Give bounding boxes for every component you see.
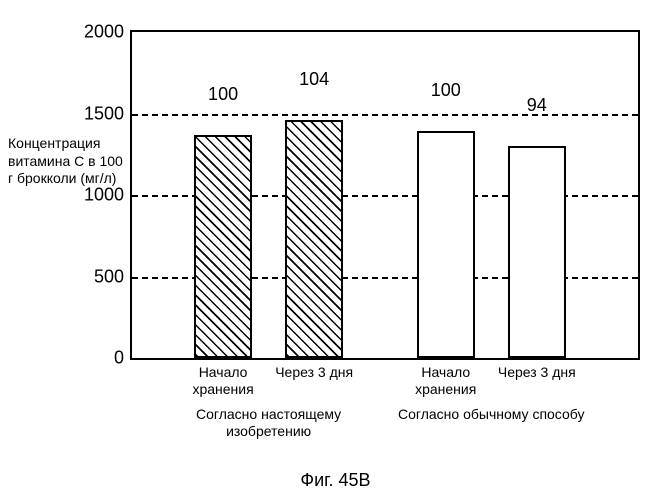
x-tick-label: Начало хранения [401, 358, 491, 398]
y-tick-label: 2000 [84, 22, 132, 43]
y-tick-label: 1000 [84, 185, 132, 206]
bar-3 [508, 146, 566, 358]
bar-value-label: 104 [299, 69, 329, 90]
y-tick-label: 1500 [84, 103, 132, 124]
bar-value-label: 94 [527, 95, 547, 116]
group-label-0: Согласно настоящему изобретению [159, 406, 379, 440]
figure-caption: Фиг. 45В [300, 470, 370, 491]
gridline [132, 114, 638, 116]
x-tick-label: Через 3 дня [492, 358, 582, 381]
y-axis-label: Концентрация витамина С в 100 г брокколи… [8, 135, 126, 188]
x-tick-label: Начало хранения [178, 358, 268, 398]
plot-area: 0500100015002000100Начало хранения104Чер… [130, 30, 640, 360]
bar-0 [194, 135, 252, 358]
y-tick-label: 500 [94, 266, 132, 287]
bar-value-label: 100 [431, 80, 461, 101]
group-label-1: Согласно обычному способу [381, 406, 601, 423]
figure: Концентрация витамина С в 100 г брокколи… [0, 0, 671, 500]
x-tick-label: Через 3 дня [269, 358, 359, 381]
bar-1 [285, 120, 343, 358]
bar-2 [417, 131, 475, 358]
bar-value-label: 100 [208, 84, 238, 105]
y-tick-label: 0 [114, 348, 132, 369]
